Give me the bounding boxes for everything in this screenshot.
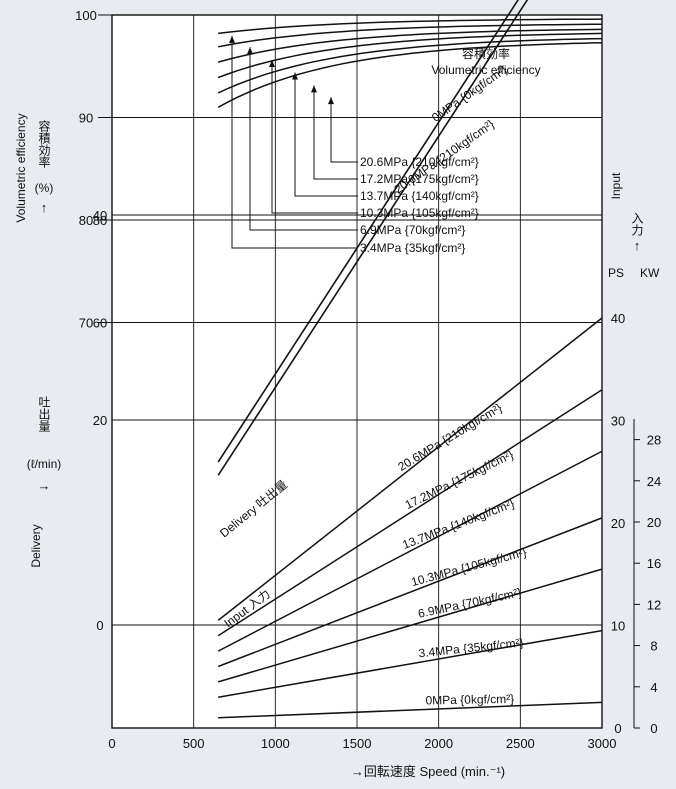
efficiency-series-label: 10.3MPa {105kgf/cm²}	[360, 206, 479, 220]
efficiency-legend: 3.4MPa {35kgf/cm²} 6.9MPa {70kgf/cm²} 10.3…	[229, 35, 479, 255]
efficiency-series-label: 13.7MPa {140kgf/cm²}	[360, 189, 479, 203]
efficiency-line	[218, 23, 603, 48]
y-lower-title-ja: 吐出量	[37, 396, 51, 432]
input-series-label: 0MPa {0kgf/cm²}	[425, 692, 514, 708]
x-tick-label: 1500	[343, 736, 372, 751]
delivery-line	[217, 0, 529, 476]
x-tick-label: 1000	[261, 736, 290, 751]
grid-lines	[112, 15, 602, 728]
delivery-line	[217, 0, 519, 463]
vol-eff-label-en: Volumetric efficiency	[431, 63, 540, 77]
input-line	[217, 389, 603, 637]
efficiency-leader-arrow	[292, 72, 298, 80]
efficiency-tick-label: 70	[79, 316, 93, 331]
efficiency-leader-line	[249, 47, 358, 231]
ps-unit-label: PS	[608, 266, 624, 280]
delivery-tick-label: 20	[93, 413, 107, 428]
y-upper-unit: (%)	[35, 181, 54, 195]
kw-tick-label: 12	[647, 597, 661, 612]
delivery-tick-label: 0	[96, 618, 103, 633]
kw-tick-label: 4	[650, 680, 657, 695]
efficiency-leader-arrow	[269, 59, 275, 67]
input-line	[218, 701, 603, 719]
kw-tick-label: 16	[647, 556, 661, 571]
input-line	[217, 517, 603, 668]
input-line	[217, 317, 603, 621]
efficiency-leader-arrow	[247, 47, 253, 55]
efficiency-series-label: 20.6MPa {210kgf/cm²}	[360, 155, 479, 169]
x-tick-label: 500	[183, 736, 205, 751]
kw-unit-label: KW	[640, 266, 660, 280]
efficiency-tick-label: 100	[75, 8, 97, 23]
input-line	[217, 568, 603, 683]
efficiency-tick-label: 90	[79, 111, 93, 126]
efficiency-series-label: 6.9MPa {70kgf/cm²}	[360, 223, 465, 237]
x-tick-label: 2500	[506, 736, 535, 751]
y-upper-title-ja: 容積効率	[37, 119, 51, 168]
x-axis-title: →回転速度 Speed (min.⁻¹)	[351, 764, 505, 779]
efficiency-leader-arrow	[229, 35, 235, 43]
kw-tick-label: 8	[650, 639, 657, 654]
efficiency-leader-line	[313, 85, 358, 180]
y-upper-arrow: ↑	[41, 200, 48, 215]
y-lower-unit: (ℓ/min)	[27, 457, 62, 471]
efficiency-leader-line	[231, 35, 358, 249]
y-lower-arrow: →	[38, 478, 51, 493]
efficiency-leader-arrow	[328, 97, 334, 105]
x-tick-label: 2000	[424, 736, 453, 751]
input-title-en: Input	[609, 172, 623, 199]
kw-tick-label: 28	[647, 433, 661, 448]
x-tick-label: 0	[108, 736, 115, 751]
efficiency-leader-line	[330, 97, 358, 163]
efficiency-line	[217, 41, 603, 108]
efficiency-line	[218, 18, 603, 35]
ps-tick-label: 10	[611, 619, 625, 634]
ps-tick-label: 40	[611, 311, 625, 326]
delivery-tick-label: 40	[93, 208, 107, 223]
input-line	[218, 629, 603, 698]
kw-tick-label: 24	[647, 474, 661, 489]
efficiency-leader-line	[294, 72, 358, 197]
series-lines	[217, 0, 603, 719]
efficiency-leader-line	[271, 59, 358, 214]
efficiency-line	[217, 32, 603, 79]
efficiency-line	[217, 37, 603, 94]
efficiency-series-label: 17.2MPa {175kgf/cm²}	[360, 172, 479, 186]
y-lower-title-en: Delivery	[29, 524, 43, 567]
kw-tick-label: 0	[650, 721, 657, 736]
kw-tick-label: 20	[647, 515, 661, 530]
delivery-tick-label: 80	[93, 213, 107, 228]
efficiency-tick-label: 80	[79, 213, 93, 228]
input-line	[217, 450, 603, 652]
ps-tick-label: 20	[611, 516, 625, 531]
input-title-ja: 入力	[630, 212, 644, 237]
input-title-arrow: ↑	[634, 238, 641, 253]
efficiency-series-label: 3.4MPa {35kgf/cm²}	[360, 241, 465, 255]
delivery-tick-label: 60	[93, 316, 107, 331]
y-upper-title-en: Volumetric efficiency	[14, 113, 28, 222]
axis-ticks: 0 500 1000 1500 2000 2500 30007080901008060402…	[75, 8, 661, 751]
x-tick-label: 3000	[588, 736, 617, 751]
efficiency-line	[218, 28, 603, 63]
ps-tick-label: 30	[611, 414, 625, 429]
efficiency-leader-arrow	[311, 85, 317, 93]
vol-eff-label-ja: 容積効率	[462, 46, 510, 61]
ps-tick-label: 0	[614, 721, 621, 736]
